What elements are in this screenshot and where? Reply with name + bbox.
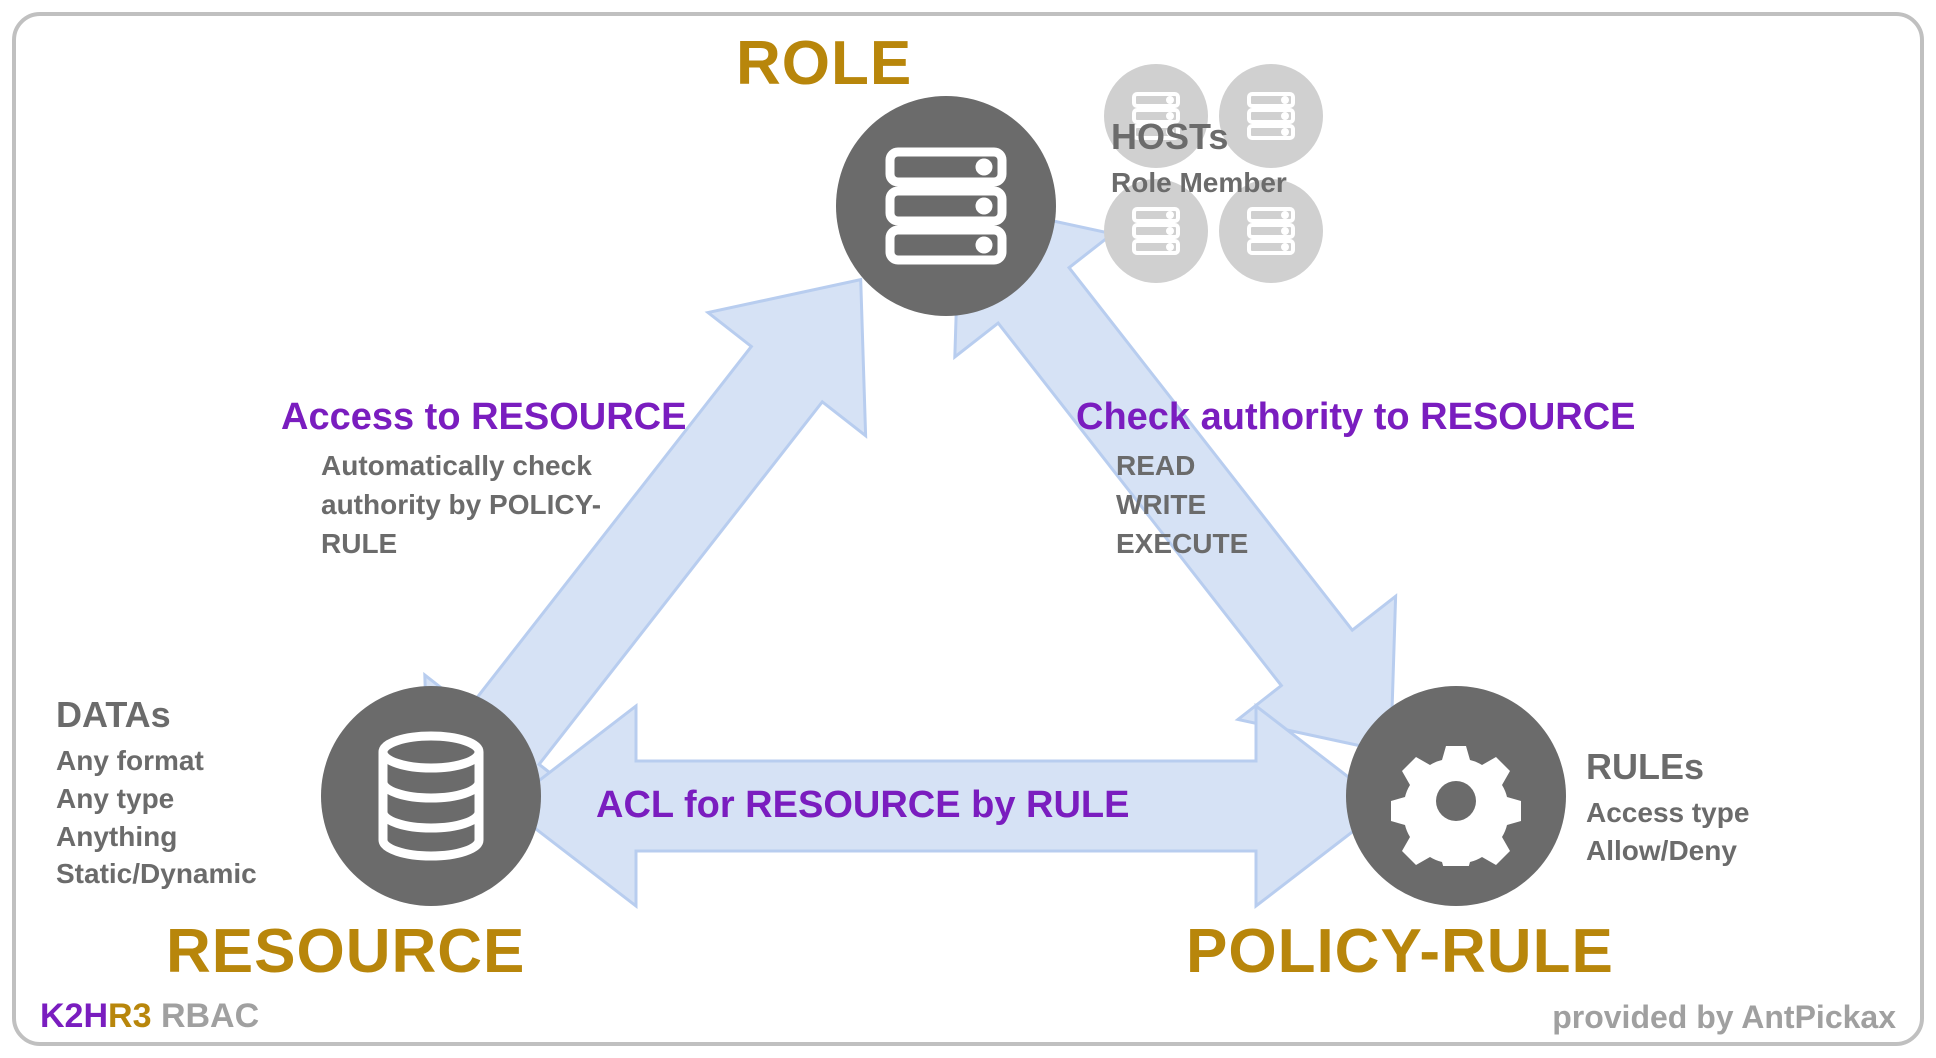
edge-rr-sub-2: RULE (321, 524, 601, 563)
policy-desc: RULEs Access type Allow/Deny (1586, 746, 1749, 870)
edge-rr-sub-0: Automatically check (321, 446, 601, 485)
policy-icon (1346, 686, 1566, 906)
footer-r3: R3 (108, 997, 151, 1035)
resource-desc-title: DATAs (56, 694, 257, 736)
edge-rp-sub-2: EXECUTE (1116, 524, 1248, 563)
hosts-title: HOSTs (1111, 116, 1287, 158)
resource-desc-line-3: Static/Dynamic (56, 855, 257, 893)
role-title: ROLE (736, 28, 912, 99)
resource-desc: DATAs Any format Any type Anything Stati… (56, 694, 257, 893)
hosts-subtitle: Role Member (1111, 164, 1287, 202)
gear-icon (1386, 726, 1526, 866)
resource-desc-line-1: Any type (56, 780, 257, 818)
resource-title: RESOURCE (166, 916, 525, 987)
policy-title: POLICY-RULE (1186, 916, 1614, 987)
footer-rbac: RBAC (152, 997, 260, 1035)
policy-desc-title: RULEs (1586, 746, 1749, 788)
edge-rp-sub-1: WRITE (1116, 485, 1248, 524)
database-icon (366, 726, 496, 866)
edge-role-resource-title: Access to RESOURCE (281, 396, 686, 439)
edge-rp-sub-0: READ (1116, 446, 1248, 485)
edge-role-resource-sub: Automatically check authority by POLICY-… (321, 446, 601, 564)
resource-icon (321, 686, 541, 906)
edge-resource-policy-title: ACL for RESOURCE by RULE (596, 784, 1129, 827)
edge-role-policy-title: Check authority to RESOURCE (1076, 396, 1636, 439)
footer-right: provided by AntPickax (1552, 999, 1896, 1036)
resource-desc-line-2: Anything (56, 818, 257, 856)
diagram-frame: ROLE (12, 12, 1924, 1046)
resource-desc-line-0: Any format (56, 742, 257, 780)
role-icon (836, 96, 1056, 316)
edge-role-policy-sub: READ WRITE EXECUTE (1116, 446, 1248, 564)
policy-desc-line-1: Allow/Deny (1586, 832, 1749, 870)
server-icon (876, 136, 1016, 276)
footer-left: K2HR3 RBAC (40, 997, 259, 1036)
footer-k2h: K2H (40, 997, 108, 1035)
policy-desc-line-0: Access type (1586, 794, 1749, 832)
hosts-desc: HOSTs Role Member (1111, 116, 1287, 202)
edge-rr-sub-1: authority by POLICY- (321, 485, 601, 524)
